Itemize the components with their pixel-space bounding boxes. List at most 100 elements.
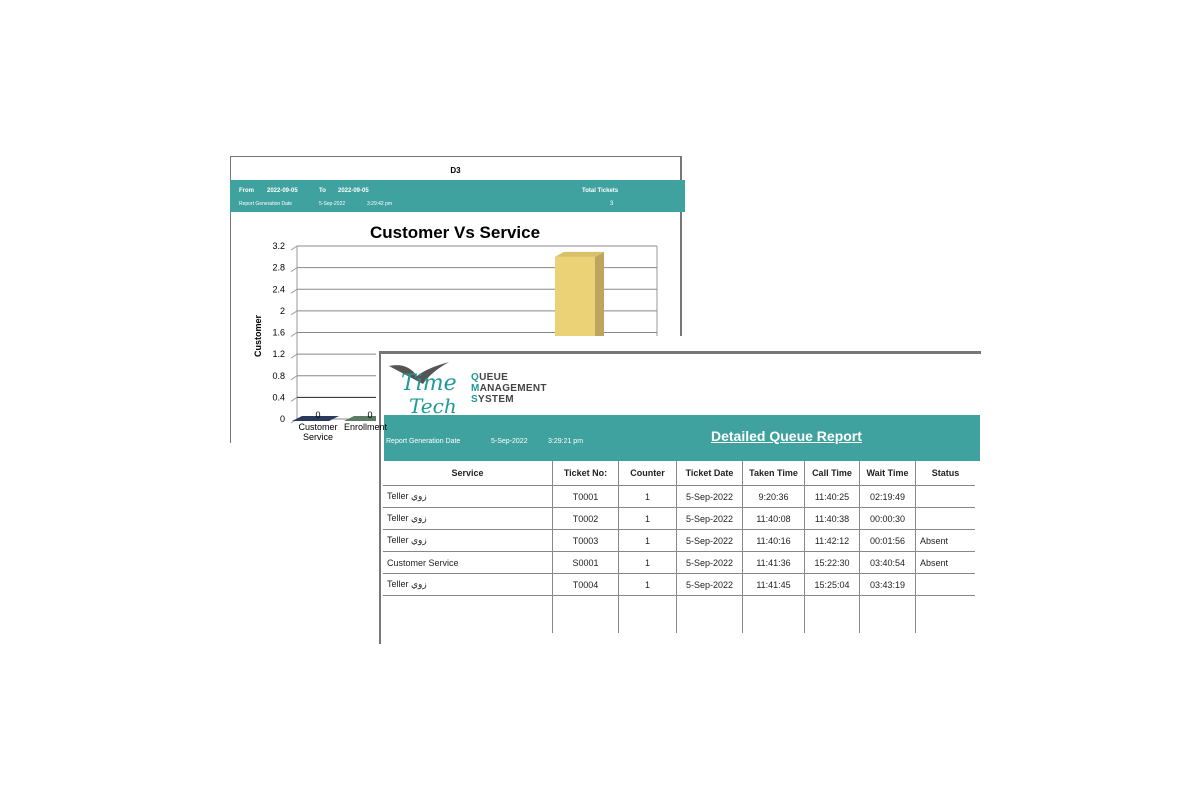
- table-cell: 03:40:54: [859, 551, 916, 574]
- table-cell: T0002: [552, 507, 619, 530]
- to-label: To: [319, 188, 326, 194]
- gen-time: 3:29:42 pm: [367, 201, 393, 207]
- y-tick-label: 1.2: [272, 349, 285, 359]
- y-tick-label: 2: [280, 306, 285, 316]
- column-header: Wait Time: [859, 461, 916, 486]
- logo-text: YSTEM: [477, 394, 514, 405]
- gen-date-label: Report Generation Date: [386, 438, 461, 445]
- table-cell: 00:00:30: [859, 507, 916, 530]
- logo-letter: M: [471, 383, 480, 394]
- from-label: From: [239, 188, 254, 194]
- table-cell: 1: [618, 573, 677, 596]
- y-tick-label: 1.6: [272, 328, 285, 338]
- report-title: D3: [450, 166, 461, 175]
- queue-table: Service Ticket No: Counter Ticket Date Taken…: [383, 461, 975, 633]
- report-title-link[interactable]: Detailed Queue Report: [711, 428, 862, 444]
- gen-time: 3:29:21 pm: [548, 438, 584, 445]
- table-cell: [804, 595, 860, 633]
- table-cell: 11:42:12: [804, 529, 860, 552]
- y-tick-label: 0.8: [272, 371, 285, 381]
- detail-header-band: Report Generation Date 5-Sep-2022 3:29:2…: [384, 415, 980, 461]
- gridline-depth: [290, 310, 298, 316]
- gridline-depth: [290, 396, 298, 402]
- table-cell: [552, 595, 619, 633]
- total-tickets-value: 3: [610, 201, 614, 207]
- table-cell: 03:43:19: [859, 573, 916, 596]
- table-cell: T0003: [552, 529, 619, 552]
- table-row: Teller زوي T0003 1 5-Sep-2022 11:40:16 11:42:…: [383, 529, 975, 552]
- y-axis-label: Customer: [253, 315, 263, 358]
- table-header-row: Service Ticket No: Counter Ticket Date Taken…: [383, 461, 975, 486]
- svg-text:Tech: Tech: [409, 394, 457, 416]
- table-cell: [383, 596, 553, 634]
- logo-text: ANAGEMENT: [479, 383, 547, 394]
- column-header: Taken Time: [742, 461, 805, 486]
- table-cell: Teller زوي: [383, 485, 553, 508]
- y-tick-label: 2.8: [272, 263, 285, 273]
- empty-row: [383, 595, 975, 634]
- table-cell: 1: [618, 529, 677, 552]
- table-cell: [742, 595, 805, 633]
- y-tick-label: 3.2: [272, 241, 285, 251]
- table-cell: Customer Service: [383, 551, 553, 574]
- table-cell: 9:20:36: [742, 485, 805, 508]
- table-row: Customer Service S0001 1 5-Sep-2022 11:41:36…: [383, 551, 975, 574]
- bar-top: [555, 251, 604, 257]
- y-tick-label: 0: [280, 414, 285, 424]
- table-cell: 5-Sep-2022: [676, 573, 743, 596]
- logo-letter: Q: [471, 372, 480, 383]
- table-cell: S0001: [552, 551, 619, 574]
- gridline-depth: [290, 245, 298, 251]
- table-cell: 5-Sep-2022: [676, 529, 743, 552]
- from-value: 2022-09-05: [267, 188, 298, 194]
- column-header: Status: [915, 461, 975, 486]
- y-tick-label: 2.4: [272, 284, 285, 294]
- table-cell: Teller زوي: [383, 507, 553, 530]
- table-cell: 15:25:04: [804, 573, 860, 596]
- gen-date: 5-Sep-2022: [491, 438, 528, 445]
- bar: [292, 416, 339, 421]
- table-cell: [915, 507, 975, 530]
- table-cell: 11:40:16: [742, 529, 805, 552]
- gridline-depth: [290, 288, 298, 294]
- table-cell: [915, 573, 975, 596]
- timetech-logo: Time Tech QUEUE MANAGEMENT SYSTEM: [387, 358, 557, 416]
- to-value: 2022-09-05: [338, 188, 369, 194]
- gridline-depth: [290, 353, 298, 359]
- table-row: Teller زوي T0001 1 5-Sep-2022 9:20:36 11:40:2…: [383, 485, 975, 508]
- table-cell: [676, 595, 743, 633]
- column-header: Ticket No:: [552, 461, 619, 486]
- table-cell: [859, 595, 916, 633]
- table-cell: 5-Sep-2022: [676, 551, 743, 574]
- table-cell: Teller زوي: [383, 529, 553, 552]
- column-header: Ticket Date: [676, 461, 743, 486]
- table-cell: 02:19:49: [859, 485, 916, 508]
- table-cell: T0004: [552, 573, 619, 596]
- table-cell: Absent: [915, 529, 975, 552]
- column-header: Service: [383, 461, 553, 486]
- gridline-depth: [290, 332, 298, 337]
- chart-title: Customer Vs Service: [369, 223, 541, 242]
- total-tickets-label: Total Tickets: [582, 188, 619, 194]
- table-cell: 1: [618, 485, 677, 508]
- table-row: Teller زوي T0004 1 5-Sep-2022 11:41:45 15:25:…: [383, 573, 975, 596]
- svg-text:Time: Time: [401, 371, 457, 396]
- table-cell: 5-Sep-2022: [676, 485, 743, 508]
- y-tick-label: 0.4: [272, 392, 285, 402]
- table-cell: [915, 485, 975, 508]
- gen-date-label: Report Generation Date: [239, 201, 293, 207]
- table-cell: T0001: [552, 485, 619, 508]
- table-cell: 1: [618, 507, 677, 530]
- column-header: Call Time: [804, 461, 860, 486]
- logo-swoosh-icon: Time Tech: [389, 362, 457, 416]
- table-cell: 11:41:36: [742, 551, 805, 574]
- table-cell: Teller زوي: [383, 573, 553, 596]
- table-cell: 11:40:25: [804, 485, 860, 508]
- table-cell: 00:01:56: [859, 529, 916, 552]
- summary-header-band: From 2022-09-05 To 2022-09-05 Total Tick…: [230, 180, 685, 212]
- table-cell: 11:41:45: [742, 573, 805, 596]
- column-header: Counter: [618, 461, 677, 486]
- table-cell: 11:40:08: [742, 507, 805, 530]
- table-row: Teller زوي T0002 1 5-Sep-2022 11:40:08 11:40:…: [383, 507, 975, 530]
- table-cell: [915, 595, 975, 633]
